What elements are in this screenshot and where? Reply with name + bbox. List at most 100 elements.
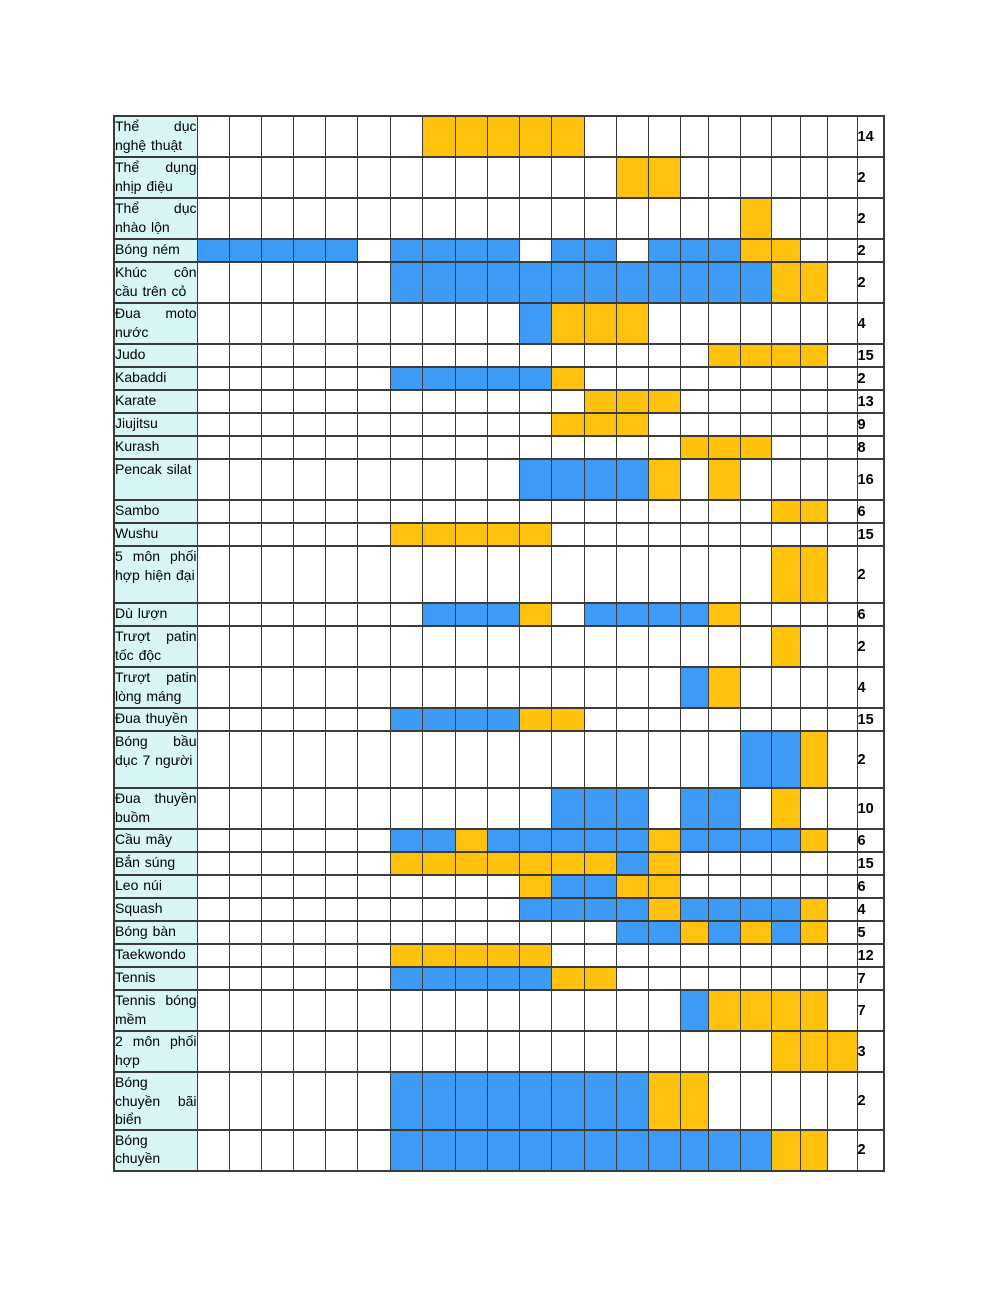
day-cell-empty [356,851,391,876]
day-cell-empty [826,897,858,922]
day-cell-blue [550,1071,585,1130]
table-row: Karate 13 [113,389,885,414]
day-cell-empty [356,366,391,391]
event-count: 2 [856,197,885,240]
table-row: Kurash 8 [113,435,885,460]
day-cell-empty [647,499,681,524]
day-cell-empty [260,897,294,922]
day-cell-empty [739,458,772,501]
day-cell-blue [550,787,585,830]
day-cell-blue [583,787,617,830]
day-cell-empty [260,989,294,1032]
day-cell-empty [615,343,649,368]
day-cell-empty [196,730,230,789]
day-cell-empty [647,989,681,1032]
row-label: Kabaddi [113,366,198,391]
day-cell-empty [260,366,294,391]
day-cell-empty [196,787,230,830]
day-cell-blue [518,1128,552,1171]
day-cell-empty [739,666,772,709]
day-cell-blue [707,828,741,853]
day-cell-yellow [583,851,617,876]
day-cell-empty [770,966,801,991]
day-cell-empty [228,602,262,627]
day-cell-blue [707,920,741,945]
day-cell-yellow [550,851,585,876]
day-cell-empty [421,874,456,899]
day-cell-yellow [799,897,828,922]
day-cell-yellow [770,1128,801,1171]
day-cell-empty [799,787,828,830]
day-cell-empty [389,1030,423,1073]
day-cell-empty [679,545,709,604]
day-cell-empty [647,666,681,709]
day-cell-empty [454,458,488,501]
day-cell-empty [707,625,741,668]
day-cell-yellow [421,522,456,547]
day-cell-empty [228,874,262,899]
table-row: 2 môn phối hợp 3 [113,1030,885,1073]
day-cell-empty [356,625,391,668]
day-cell-empty [196,1071,230,1130]
day-cell-empty [799,602,828,627]
event-count: 2 [856,625,885,668]
day-cell-empty [550,156,585,199]
day-cell-empty [454,197,488,240]
day-cell-yellow [518,522,552,547]
day-cell-empty [739,1030,772,1073]
day-cell-empty [228,435,262,460]
day-cell-empty [454,412,488,437]
day-cell-yellow [770,989,801,1032]
event-count: 9 [856,412,885,437]
day-cell-blue [739,828,772,853]
day-cell-empty [799,156,828,199]
day-cell-empty [679,874,709,899]
day-cell-empty [707,197,741,240]
day-cell-empty [679,707,709,732]
day-cell-blue [583,1071,617,1130]
day-cell-blue [583,238,617,263]
day-cell-empty [550,730,585,789]
day-cell-empty [389,343,423,368]
day-cell-empty [799,874,828,899]
day-cell-empty [826,787,858,830]
day-cell-yellow [550,366,585,391]
day-cell-empty [518,238,552,263]
day-cell-blue [454,602,488,627]
day-cell-empty [260,828,294,853]
day-cell-empty [292,435,326,460]
day-cell-empty [389,499,423,524]
day-cell-empty [228,156,262,199]
day-cell-blue [583,828,617,853]
day-cell-empty [356,238,391,263]
day-cell-empty [196,366,230,391]
day-cell-empty [260,602,294,627]
day-cell-blue [421,1071,456,1130]
day-cell-empty [292,943,326,968]
day-cell-empty [292,787,326,830]
row-label: Khúc côn cầu trên cỏ [113,261,198,304]
day-cell-yellow [739,989,772,1032]
day-cell-empty [260,1128,294,1171]
day-cell-empty [228,625,262,668]
day-cell-yellow [454,828,488,853]
day-cell-empty [707,851,741,876]
day-cell-empty [292,1030,326,1073]
day-cell-empty [739,545,772,604]
day-cell-blue [260,238,294,263]
day-cell-empty [421,730,456,789]
event-count: 2 [856,1128,885,1171]
day-cell-empty [739,1071,772,1130]
day-cell-empty [707,730,741,789]
day-cell-empty [196,897,230,922]
day-cell-yellow [770,545,801,604]
row-label: Tennis bóng mềm [113,989,198,1032]
day-cell-empty [292,989,326,1032]
day-cell-empty [356,499,391,524]
day-cell-empty [486,874,520,899]
day-cell-empty [679,625,709,668]
day-cell-empty [583,989,617,1032]
row-label: Bóng chuyền [113,1128,198,1171]
table-row: Thể dục nhào lộn 2 [113,197,885,240]
day-cell-empty [739,389,772,414]
